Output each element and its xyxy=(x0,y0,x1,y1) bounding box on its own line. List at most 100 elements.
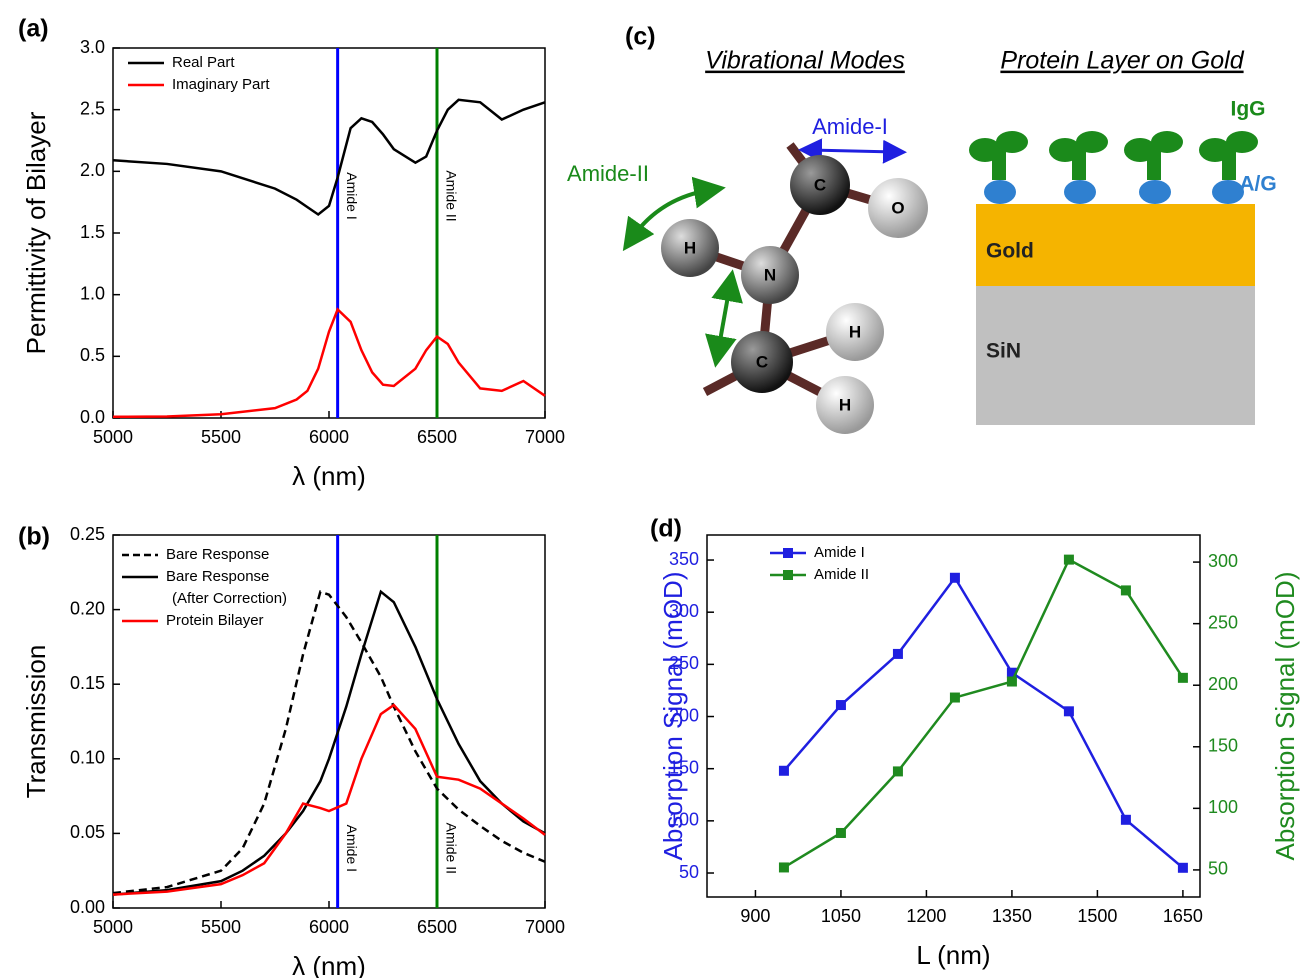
x-axis-label: λ (nm) xyxy=(292,461,366,491)
data-point xyxy=(1178,863,1188,873)
data-point xyxy=(1064,555,1074,565)
legend-label: Amide II xyxy=(814,566,869,583)
y-axis-label: Permittivity of Bilayer xyxy=(21,111,51,354)
x-tick-label: 6500 xyxy=(417,917,457,937)
x-tick-label: 5500 xyxy=(201,917,241,937)
legend-line: Bare Response xyxy=(166,568,269,585)
y-tick-label: 0.5 xyxy=(80,345,105,365)
arrow xyxy=(810,150,895,152)
legend-label: Protein Bilayer xyxy=(166,612,264,629)
data-point xyxy=(1064,706,1074,716)
atom-label: C xyxy=(756,352,768,371)
legend-marker xyxy=(783,570,793,580)
y-tick-label: 0.0 xyxy=(80,407,105,427)
atom-label: C xyxy=(814,175,826,194)
x-tick-label: 6000 xyxy=(309,427,349,447)
protein-label: IgG xyxy=(1231,98,1266,121)
data-line xyxy=(113,592,545,893)
data-line xyxy=(113,100,545,215)
y-tick-label: 3.0 xyxy=(80,37,105,57)
figure: (c) Vibrational Modes Protein Layer on G… xyxy=(0,0,1304,978)
y-tick-label: 0.05 xyxy=(70,822,105,842)
annotation: Amide II xyxy=(443,170,459,221)
y-tick-label: 2.5 xyxy=(80,98,105,118)
panel-label: (d) xyxy=(650,515,682,543)
x-tick-label: 1350 xyxy=(992,906,1032,926)
layer-label: SiN xyxy=(986,340,1021,363)
data-point xyxy=(779,862,789,872)
legend-marker xyxy=(783,548,793,558)
legend-label: Bare Response (After Correction) xyxy=(166,568,287,607)
data-point xyxy=(836,700,846,710)
x-tick-label: 7000 xyxy=(525,917,565,937)
diagram-panel: (c) Vibrational Modes Protein Layer on G… xyxy=(567,23,1277,434)
x-tick-label: 1500 xyxy=(1077,906,1117,926)
data-point xyxy=(836,828,846,838)
panel-label: (a) xyxy=(18,15,49,43)
legend-label: Real Part xyxy=(172,54,235,71)
data-line xyxy=(113,705,545,894)
data-point xyxy=(1121,815,1131,825)
x-tick-label: 6500 xyxy=(417,427,457,447)
y-tick-label: 350 xyxy=(669,549,699,569)
y-tick-label: 1.5 xyxy=(80,222,105,242)
arrow xyxy=(718,285,730,352)
atom-label: O xyxy=(891,198,904,217)
data-point xyxy=(893,766,903,776)
data-point xyxy=(1178,673,1188,683)
legend-line: (After Correction) xyxy=(172,590,287,607)
diagram-title: Protein Layer on Gold xyxy=(1000,47,1244,75)
y2-axis-label: Absorption Signal (mOD) xyxy=(1270,572,1300,861)
annotation: Amide I xyxy=(344,825,360,872)
y2-tick-label: 250 xyxy=(1208,612,1238,632)
layer-label: Gold xyxy=(986,240,1034,263)
x-tick-label: 5500 xyxy=(201,427,241,447)
y2-tick-label: 300 xyxy=(1208,551,1238,571)
diagram-title: Vibrational Modes xyxy=(705,47,905,75)
x-axis-label: λ (nm) xyxy=(292,951,366,978)
legend-label: Amide I xyxy=(814,544,865,561)
data-point xyxy=(893,649,903,659)
y2-tick-label: 50 xyxy=(1208,859,1228,879)
data-point xyxy=(779,766,789,776)
data-line xyxy=(113,592,545,895)
annotation: Amide II xyxy=(443,823,459,874)
y2-tick-label: 200 xyxy=(1208,674,1238,694)
atom-label: H xyxy=(684,238,696,257)
y-tick-label: 0.25 xyxy=(70,524,105,544)
panel-label: (c) xyxy=(625,23,656,51)
x-tick-label: 900 xyxy=(740,906,770,926)
mode-label: Amide-II xyxy=(567,161,649,186)
atom-label: N xyxy=(764,265,776,284)
x-axis-label: L (nm) xyxy=(916,940,990,970)
data-point xyxy=(1007,677,1017,687)
x-tick-label: 1650 xyxy=(1163,906,1203,926)
atom-label: H xyxy=(849,322,861,341)
data-line xyxy=(113,309,545,416)
data-point xyxy=(950,573,960,583)
x-tick-label: 6000 xyxy=(309,917,349,937)
panel-label: (b) xyxy=(18,523,50,551)
x-tick-label: 1050 xyxy=(821,906,861,926)
atom-label: H xyxy=(839,395,851,414)
y-tick-label: 50 xyxy=(679,862,699,882)
y-tick-label: 1.0 xyxy=(80,283,105,303)
x-tick-label: 7000 xyxy=(525,427,565,447)
x-tick-label: 5000 xyxy=(93,427,133,447)
y-tick-label: 0.10 xyxy=(70,748,105,768)
protein-label: A/G xyxy=(1239,173,1276,196)
mode-label: Amide-I xyxy=(812,114,888,139)
x-tick-label: 1200 xyxy=(906,906,946,926)
y-tick-label: 2.0 xyxy=(80,160,105,180)
data-point xyxy=(1121,585,1131,595)
proteins xyxy=(969,131,1258,204)
y-axis-label: Transmission xyxy=(21,645,51,799)
y-tick-label: 0.15 xyxy=(70,673,105,693)
y-tick-label: 0.20 xyxy=(70,598,105,618)
legend-label: Imaginary Part xyxy=(172,76,270,93)
x-tick-label: 5000 xyxy=(93,917,133,937)
legend-label: Bare Response xyxy=(166,546,269,563)
annotation: Amide I xyxy=(344,172,360,219)
y2-tick-label: 100 xyxy=(1208,797,1238,817)
data-point xyxy=(950,693,960,703)
